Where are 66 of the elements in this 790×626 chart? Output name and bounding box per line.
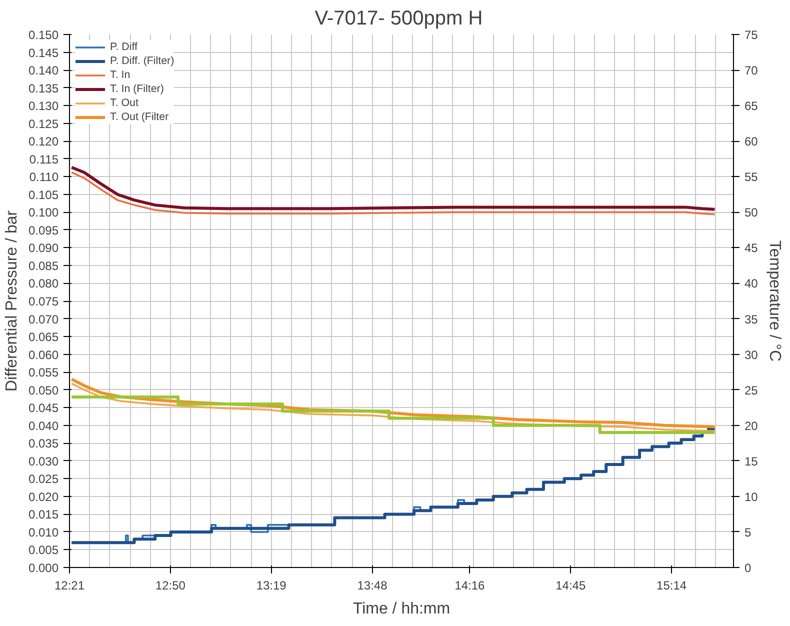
- y-tick-label: 0.000: [28, 561, 59, 575]
- y-tick-label: 0.070: [28, 312, 59, 326]
- y-tick-label: 0.125: [28, 116, 59, 131]
- legend-label: T. Out (Filter: [110, 110, 169, 124]
- y-tick-label: 0.050: [28, 383, 59, 398]
- y2-axis-title: Temperature / °C: [766, 240, 783, 362]
- y-tick-label: 0.110: [29, 170, 59, 184]
- y-tick-label: 0.015: [28, 508, 59, 522]
- y-tick-label: 0.075: [28, 294, 59, 308]
- y-tick-label: 0.150: [28, 28, 59, 42]
- y2-tick-label: 10: [744, 490, 758, 504]
- legend-label: P. Diff: [110, 40, 138, 54]
- y-tick-label: 0.130: [28, 99, 59, 114]
- chart-title: V-7017- 500ppm H: [314, 8, 483, 30]
- x-axis-title: Time / hh:mm: [352, 600, 450, 618]
- y2-tick-label: 55: [744, 170, 758, 184]
- y2-tick-label: 75: [744, 28, 758, 42]
- y2-tick-label: 0: [744, 561, 752, 575]
- y-tick-label: 0.140: [28, 64, 59, 78]
- y2-tick-label: 15: [744, 454, 758, 468]
- x-tick-label: 14:16: [454, 578, 486, 592]
- y-tick-label: 0.115: [29, 152, 59, 166]
- y-tick-label: 0.095: [28, 223, 59, 238]
- x-tick-label: 13:48: [357, 578, 388, 592]
- y2-tick-label: 40: [744, 276, 758, 291]
- y-tick-label: 0.100: [28, 206, 59, 220]
- y-tick-label: 0.045: [28, 401, 59, 416]
- y-tick-label: 0.035: [28, 436, 59, 451]
- x-tick-label: 12:50: [155, 578, 186, 592]
- y2-tick-label: 70: [744, 64, 758, 78]
- y-axis-title: Differential Pressure / bar: [3, 210, 20, 392]
- y2-tick-label: 20: [744, 418, 758, 433]
- y2-tick-label: 50: [744, 206, 758, 220]
- y-tick-label: 0.080: [28, 276, 59, 291]
- y-tick-label: 0.060: [28, 348, 59, 362]
- y2-tick-label: 5: [744, 525, 752, 540]
- y-tick-label: 0.010: [28, 525, 59, 540]
- legend-label: P. Diff. (Filter): [110, 54, 174, 68]
- y2-tick-label: 25: [744, 383, 758, 398]
- x-tick-label: 14:45: [556, 578, 586, 592]
- y2-tick-label: 30: [744, 348, 758, 362]
- y-tick-label: 0.145: [28, 46, 59, 60]
- y-tick-label: 0.025: [28, 472, 59, 486]
- legend-label: T. In (Filter): [110, 82, 164, 96]
- legend-label: T. In: [110, 68, 130, 82]
- y-tick-label: 0.120: [28, 134, 59, 149]
- y-tick-label: 0.040: [28, 418, 59, 433]
- legend-label: T. Out: [110, 96, 138, 110]
- y-tick-label: 0.085: [28, 258, 59, 273]
- y-tick-label: 0.090: [28, 241, 59, 256]
- y2-tick-label: 45: [744, 241, 758, 256]
- line-series: [70, 166, 716, 211]
- x-tick-label: 12:21: [54, 578, 85, 592]
- y-tick-label: 0.005: [28, 543, 59, 558]
- y-tick-label: 0.105: [28, 188, 59, 202]
- y2-tick-label: 65: [744, 99, 758, 114]
- line-series: [70, 171, 716, 216]
- x-tick-label: 13:19: [256, 578, 287, 592]
- y-tick-label: 0.065: [28, 330, 59, 344]
- y-tick-label: 0.135: [28, 81, 59, 96]
- y-tick-label: 0.020: [28, 490, 59, 504]
- x-tick-label: 15:14: [656, 578, 687, 592]
- y2-tick-label: 60: [744, 134, 758, 149]
- y-tick-label: 0.055: [28, 366, 59, 380]
- y-tick-label: 0.030: [28, 454, 59, 468]
- y2-tick-label: 35: [744, 312, 758, 326]
